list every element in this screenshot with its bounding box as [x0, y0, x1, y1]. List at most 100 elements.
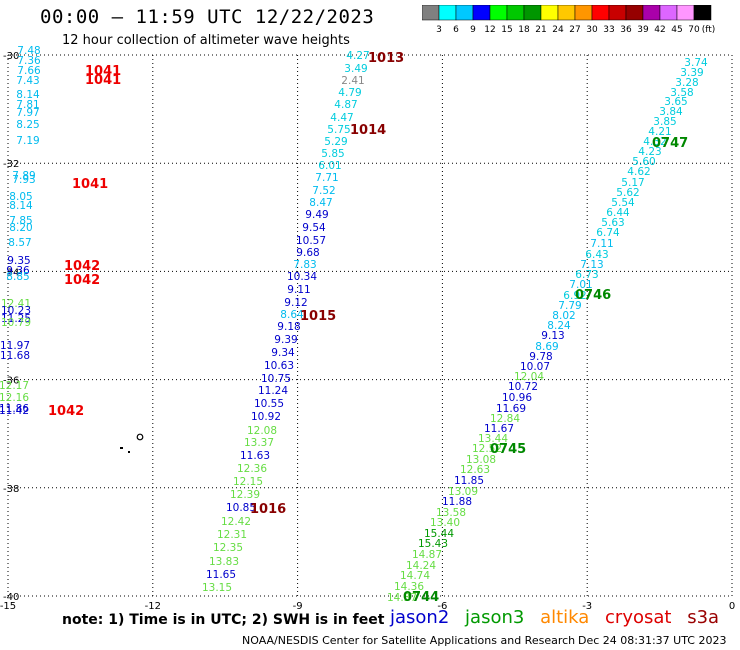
- wave-height-label: 11.25: [1, 313, 31, 325]
- colorbar-label: 70: [688, 25, 700, 35]
- wave-height-label: 7.97: [16, 107, 39, 119]
- wave-height-label: 5.29: [324, 136, 347, 148]
- lon-tick-label: -12: [145, 601, 161, 612]
- lon-tick-label: -9: [293, 601, 303, 612]
- pass-time-label: 1013: [368, 51, 404, 66]
- wave-height-label: 6.92: [563, 290, 586, 302]
- wave-height-label: 11.85: [454, 475, 484, 487]
- wave-height-label: 12.36: [237, 463, 267, 475]
- pass-time-label: 1016: [250, 502, 286, 517]
- wave-height-label: 10.34: [287, 271, 317, 283]
- wave-height-label: 4.27: [346, 50, 369, 62]
- wave-height-label: 5.75: [327, 124, 350, 136]
- pass-time-label: 1041: [85, 73, 121, 88]
- wave-height-label: 7.83: [293, 259, 316, 271]
- wave-height-label: 9.68: [296, 247, 319, 259]
- colorbar-swatch: [693, 5, 712, 21]
- wave-height-label: 9.39: [274, 334, 297, 346]
- wave-height-label: 9.11: [287, 284, 310, 296]
- wave-height-label: 8.57: [8, 237, 31, 249]
- pass-time-label: 0746: [575, 288, 611, 303]
- wave-height-label: 13.58: [436, 507, 466, 519]
- wave-height-label: 8.02: [552, 310, 575, 322]
- wave-height-label: 4.23: [638, 146, 661, 158]
- generated-timestamp: Dec 24 08:31:37 UTC 2023: [578, 634, 727, 647]
- wave-height-label: 7.36: [17, 55, 41, 67]
- wave-height-label: 14.87: [412, 549, 442, 561]
- wave-height-label: 9.18: [277, 321, 300, 333]
- wave-height-label: 7.01: [569, 279, 592, 291]
- wave-height-label: 11.88: [442, 496, 472, 508]
- wave-height-label: 7.93: [12, 174, 35, 186]
- pass-time-label: 0744: [403, 590, 439, 605]
- wave-height-label: 15.44: [424, 528, 454, 540]
- wave-height-label: 11.24: [258, 385, 288, 397]
- wave-height-label: 11.63: [240, 450, 270, 462]
- wave-height-label: 3.58: [670, 87, 693, 99]
- wave-height-label: 6.01: [318, 160, 341, 172]
- wave-height-label: 5.63: [601, 217, 624, 229]
- wave-height-label: 10.85: [226, 502, 256, 514]
- colorbar-label: 27: [569, 25, 580, 35]
- wave-height-label: 12.08: [247, 425, 277, 437]
- wave-height-label: 11.42: [0, 405, 29, 417]
- pass-time-label: 1041: [72, 177, 108, 192]
- wave-height-label: 5.85: [321, 148, 344, 160]
- lon-tick-label: 0: [729, 601, 735, 612]
- colorbar-label: 21: [535, 25, 546, 35]
- wave-height-label: 4.87: [334, 99, 357, 111]
- wave-height-label: 8.47: [309, 197, 332, 209]
- wave-height-label: 9.49: [305, 209, 328, 221]
- wave-height-label: 13.09: [448, 486, 478, 498]
- wave-height-label: 12.04: [514, 371, 544, 383]
- wave-height-label: 15.43: [418, 538, 448, 550]
- wave-height-label: 11.65: [206, 569, 236, 581]
- wave-height-label: 11.67: [484, 423, 514, 435]
- wave-height-label: 13.40: [430, 517, 460, 529]
- wave-height-label: 13.37: [244, 437, 274, 449]
- wave-height-label: 9.12: [284, 297, 307, 309]
- wave-height-label: 7.43: [16, 75, 39, 87]
- colorbar-label: 36: [620, 25, 632, 35]
- wave-height-label: 2.41: [341, 75, 364, 87]
- pass-time-label: 1041: [85, 64, 121, 79]
- wave-height-label: 12.84: [490, 413, 520, 425]
- pass-time-label: 1042: [48, 404, 84, 419]
- wave-height-label: 9.13: [541, 330, 564, 342]
- colorbar-label: 24: [552, 25, 564, 35]
- wave-height-label: 8.25: [16, 119, 39, 131]
- wave-height-label: 3.39: [680, 67, 703, 79]
- colorbar: 3 6 9 12 15 18 21 24 27 30 33 36 39 42 45 70 (ft): [422, 5, 715, 35]
- wave-height-label: 12.52: [472, 443, 502, 455]
- wave-height-label: 4.62: [627, 166, 650, 178]
- wave-height-label: 9.34: [271, 347, 295, 359]
- wave-height-label: 8.85: [6, 271, 29, 283]
- wave-height-label: 12.41: [1, 298, 31, 310]
- page-subtitle: 12 hour collection of altimeter wave hei…: [62, 33, 350, 48]
- pass-time-label: 1042: [64, 259, 100, 274]
- wave-height-label: 3.49: [344, 63, 367, 75]
- colorbar-label: 33: [603, 25, 614, 35]
- colorbar-label: 18: [518, 25, 530, 35]
- wave-height-label: 12.39: [230, 489, 260, 501]
- wave-height-label: 8.24: [547, 320, 571, 332]
- wave-height-label: 7.71: [315, 172, 338, 184]
- wave-height-label: 4.32: [643, 136, 666, 148]
- colorbar-label: 12: [484, 25, 495, 35]
- lon-tick-label: -3: [582, 601, 592, 612]
- wave-height-label: 3.74: [684, 57, 708, 69]
- lat-tick-label: -32: [3, 159, 19, 170]
- wave-height-label: 9.35: [7, 255, 30, 267]
- wave-height-label: 12.42: [221, 516, 251, 528]
- wave-height-label: 4.79: [338, 87, 361, 99]
- pass-time-label: 0745: [490, 442, 526, 457]
- wave-height-label: 13.44: [478, 433, 508, 445]
- lat-tick-label: -30: [3, 51, 19, 62]
- colorbar-label: 39: [637, 25, 649, 35]
- wave-height-label: 12.17: [0, 380, 29, 392]
- pass-time-label: 0747: [652, 136, 688, 151]
- wave-height-label: 9.36: [6, 265, 30, 277]
- legend-cryosat: cryosat: [605, 607, 672, 628]
- wave-height-label: 11.68: [0, 350, 30, 362]
